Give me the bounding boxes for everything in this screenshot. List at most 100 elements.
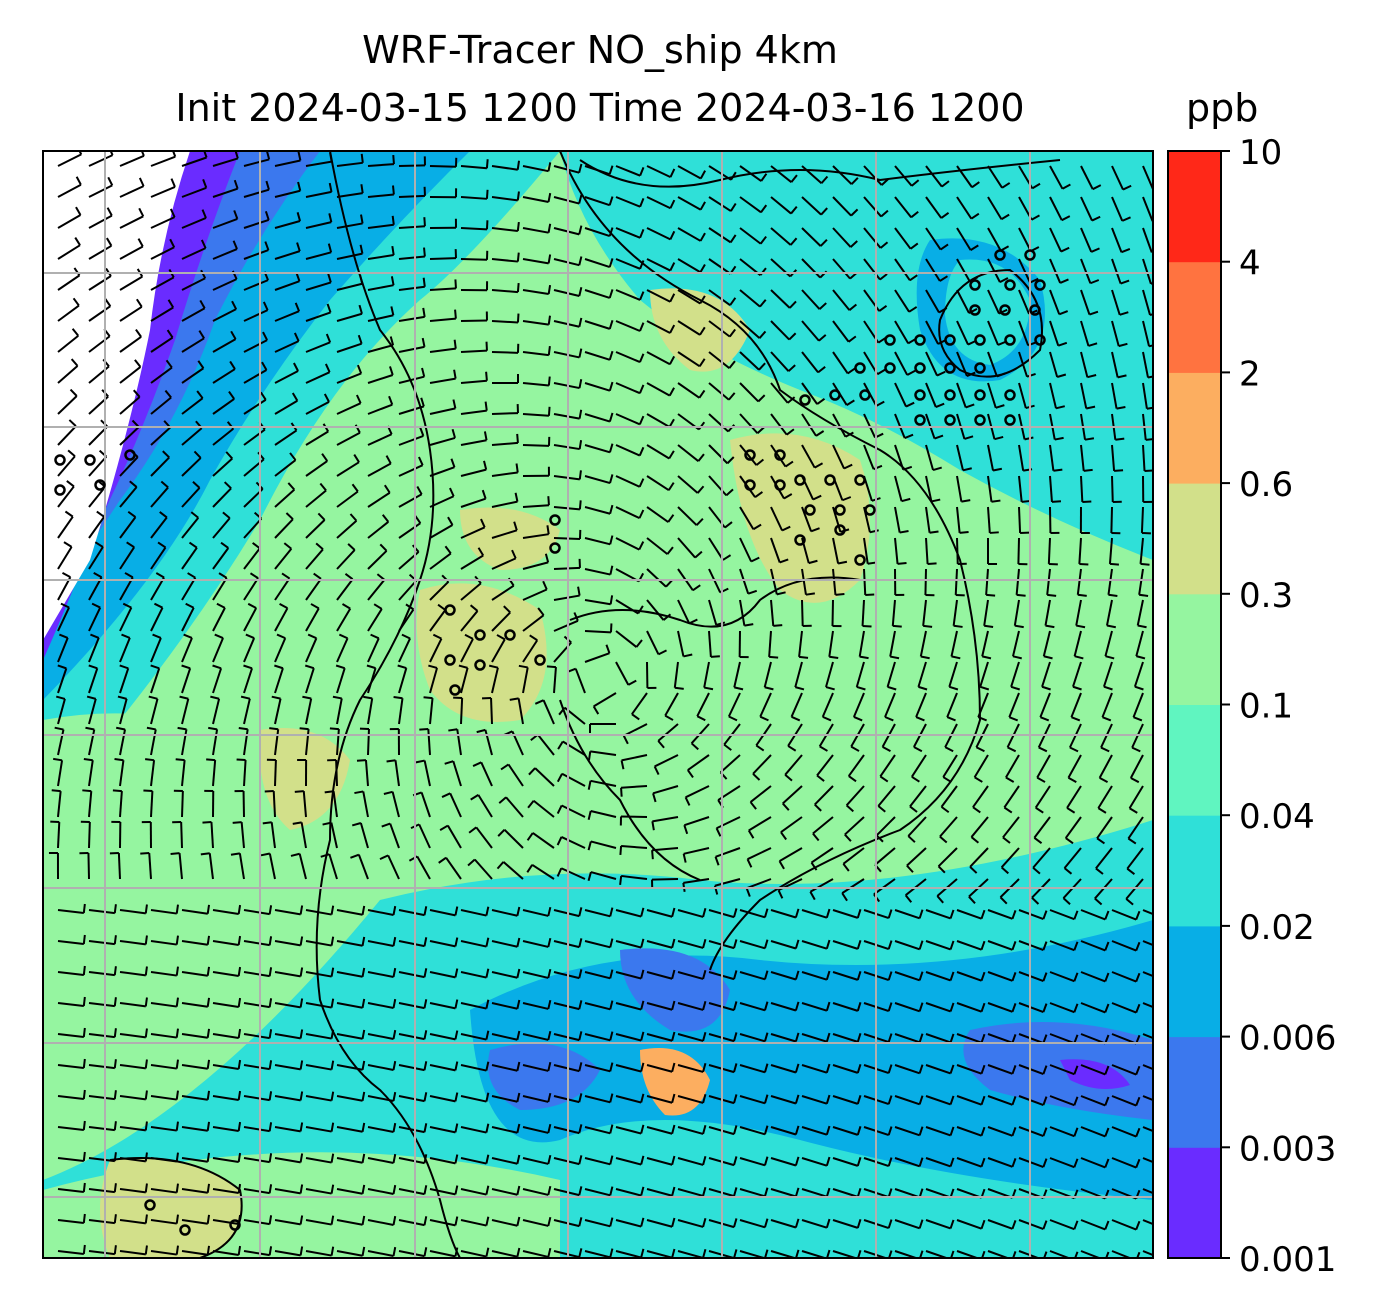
wind-barb (491, 160, 521, 171)
wind-barb (894, 1219, 924, 1230)
wind-barb (619, 844, 648, 856)
wind-barb (212, 1090, 242, 1101)
wind-barb (119, 510, 137, 539)
wind-barb (1138, 568, 1149, 598)
wind-barb (553, 379, 583, 390)
wind-barb (119, 177, 145, 198)
wind-barb (57, 267, 81, 291)
wind-barb (150, 238, 176, 260)
wind-barb (181, 1028, 211, 1039)
wind-barb (1142, 971, 1153, 978)
wind-barb (770, 444, 794, 468)
wind-barb (801, 1156, 831, 1167)
wind-barb (274, 998, 304, 1009)
wind-barb (367, 1184, 397, 1195)
wind-barb (238, 726, 249, 756)
wind-barb (584, 1062, 614, 1073)
wind-barb (715, 816, 741, 837)
wind-barb (274, 482, 296, 508)
wind-barb (429, 999, 459, 1010)
wind-barb (491, 605, 511, 632)
wind-barb (708, 444, 735, 465)
wind-barb (243, 1184, 273, 1195)
wind-barb (57, 1213, 86, 1224)
map-frame (42, 150, 1154, 1259)
wind-barb (584, 258, 614, 268)
wind-barb (150, 208, 176, 229)
wind-barb (181, 330, 205, 353)
wind-barb (1111, 196, 1131, 222)
wind-barb (491, 937, 521, 948)
wind-barb (646, 351, 676, 366)
wind-barb (500, 763, 524, 787)
wind-barb (584, 165, 614, 176)
wind-barb (790, 692, 803, 722)
wind-barb (150, 997, 179, 1008)
wind-barb (212, 391, 235, 415)
wind-barb (367, 603, 383, 632)
calm-marker (884, 334, 896, 346)
wind-barb (429, 906, 459, 917)
wind-barb (677, 599, 698, 625)
wind-barb (460, 1123, 490, 1134)
wind-barb (460, 968, 490, 979)
wind-barb (336, 603, 352, 632)
wind-barb (615, 1093, 645, 1104)
wind-barb (522, 906, 552, 917)
wind-barb (739, 939, 769, 950)
wind-barb (584, 289, 614, 299)
wind-barb (243, 211, 270, 229)
wind-barb (150, 1121, 179, 1132)
wind-barb (305, 453, 329, 477)
map-panel (43, 151, 1153, 1258)
calm-marker (84, 454, 96, 466)
wind-barb (119, 572, 134, 601)
wind-barb (181, 966, 211, 977)
wind-barb (460, 1185, 490, 1196)
wind-barb (587, 840, 617, 851)
wind-barb (1049, 196, 1071, 222)
wind-barb (801, 196, 828, 216)
wind-barb (243, 391, 267, 415)
calm-marker (854, 362, 866, 374)
wind-barb (522, 525, 550, 539)
calm-marker (854, 554, 866, 566)
wind-barb (367, 1215, 397, 1226)
wind-barb (460, 341, 488, 353)
wind-barb (553, 1000, 583, 1011)
wind-barb (1080, 1250, 1110, 1258)
wind-barb (615, 1217, 645, 1228)
wind-barb (553, 969, 583, 980)
wind-barb (332, 695, 343, 725)
calm-marker (1004, 389, 1016, 401)
wind-barb (615, 227, 645, 239)
wind-barb (747, 816, 772, 839)
wind-barb (940, 785, 958, 814)
wind-barb (584, 1186, 614, 1197)
wind-barb (981, 630, 992, 660)
wind-barb (677, 1217, 707, 1228)
wind-barb (150, 935, 179, 946)
wind-barb (57, 1120, 86, 1131)
wind-barb (460, 1154, 490, 1165)
wind-barb (336, 543, 356, 570)
wind-barb (367, 1091, 397, 1102)
wind-barb (983, 599, 994, 629)
wind-barb (798, 630, 809, 659)
wind-barb (1142, 1188, 1153, 1195)
wind-barb (677, 1031, 707, 1042)
wind-barb (181, 664, 192, 694)
wind-barb (615, 907, 645, 918)
wind-barb (810, 847, 834, 871)
wind-barb (367, 155, 395, 167)
wind-barb (677, 444, 705, 462)
wind-barb (832, 940, 862, 950)
wind-barb (57, 297, 80, 322)
calm-marker (1029, 304, 1041, 316)
wind-barb (243, 542, 261, 570)
calm-marker (944, 334, 956, 346)
wind-barb (208, 726, 219, 756)
wind-barb (181, 1121, 211, 1132)
calm-marker (54, 484, 66, 496)
wind-barb (460, 189, 489, 200)
